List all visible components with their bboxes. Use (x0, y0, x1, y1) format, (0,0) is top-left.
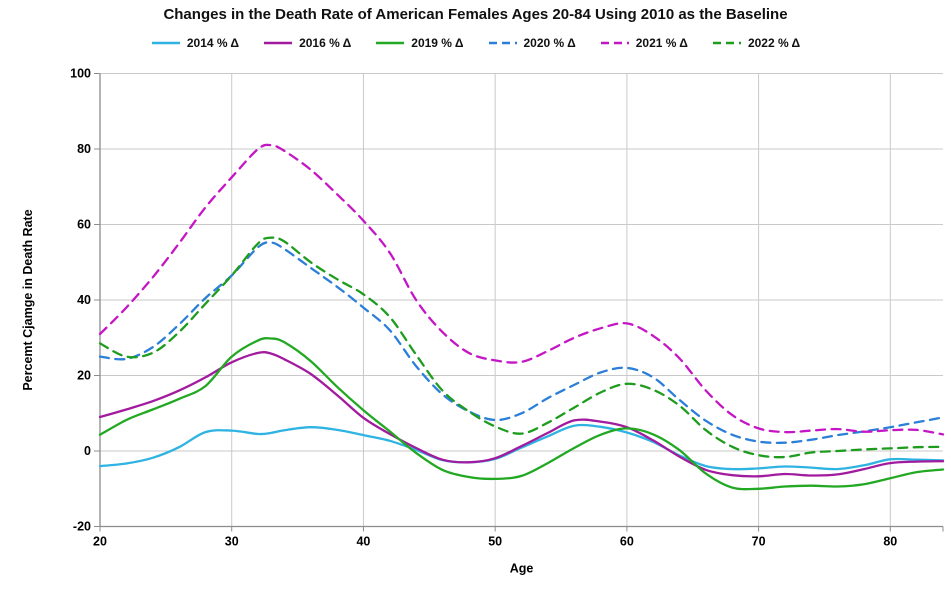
y-tick-label: 0 (84, 444, 91, 458)
legend-line-icon (712, 41, 741, 45)
x-tick-label: 40 (356, 535, 370, 549)
x-tick-label: 70 (752, 535, 766, 549)
legend-line-icon (600, 41, 629, 45)
y-tick-label: 60 (77, 218, 91, 232)
y-tick-label: 40 (77, 293, 91, 307)
y-tick-label: 20 (77, 369, 91, 383)
legend-label: 2022 % Δ (747, 36, 801, 50)
y-tick-label: 80 (77, 142, 91, 156)
series-line-2016 (98, 351, 945, 478)
legend-item-2019: 2019 % Δ (375, 36, 464, 50)
legend-label: 2014 % Δ (186, 36, 240, 50)
x-axis-label: Age (510, 562, 534, 576)
x-tick-label: 60 (620, 535, 634, 549)
series-line-2019 (98, 337, 945, 491)
series-line-2020 (98, 241, 945, 444)
legend-item-2022: 2022 % Δ (712, 36, 800, 50)
y-axis-label: Percemt Cjamge in Death Rate (21, 209, 35, 390)
y-tick-label: 100 (70, 67, 91, 81)
legend-item-2014: 2014 % Δ (151, 36, 239, 50)
legend-label: 2020 % Δ (523, 36, 576, 50)
legend-label: 2016 % Δ (299, 36, 352, 50)
legend-line-icon (488, 41, 517, 45)
x-tick-label: 20 (93, 535, 107, 549)
legend-line-icon (376, 41, 405, 45)
legend-item-2020: 2020 % Δ (488, 36, 576, 50)
y-tick-label: -20 (73, 520, 91, 534)
legend-item-2021: 2021 % Δ (600, 36, 688, 50)
x-tick-label: 80 (883, 535, 897, 549)
legend: 2014 % Δ 2016 % Δ 2019 % Δ 2020 % Δ 2021 % Δ… (0, 36, 951, 50)
series-line-2021 (98, 143, 945, 436)
legend-item-2016: 2016 % Δ (263, 36, 351, 50)
legend-line-icon (264, 41, 293, 45)
legend-line-icon (151, 41, 180, 45)
chart-title: Changes in the Death Rate of American Fe… (163, 6, 788, 23)
x-tick-label: 50 (488, 535, 502, 549)
x-tick-label: 30 (225, 535, 239, 549)
legend-label: 2021 % Δ (635, 36, 688, 50)
legend-label: 2019 % Δ (411, 36, 464, 50)
series-line-2022 (98, 236, 945, 459)
